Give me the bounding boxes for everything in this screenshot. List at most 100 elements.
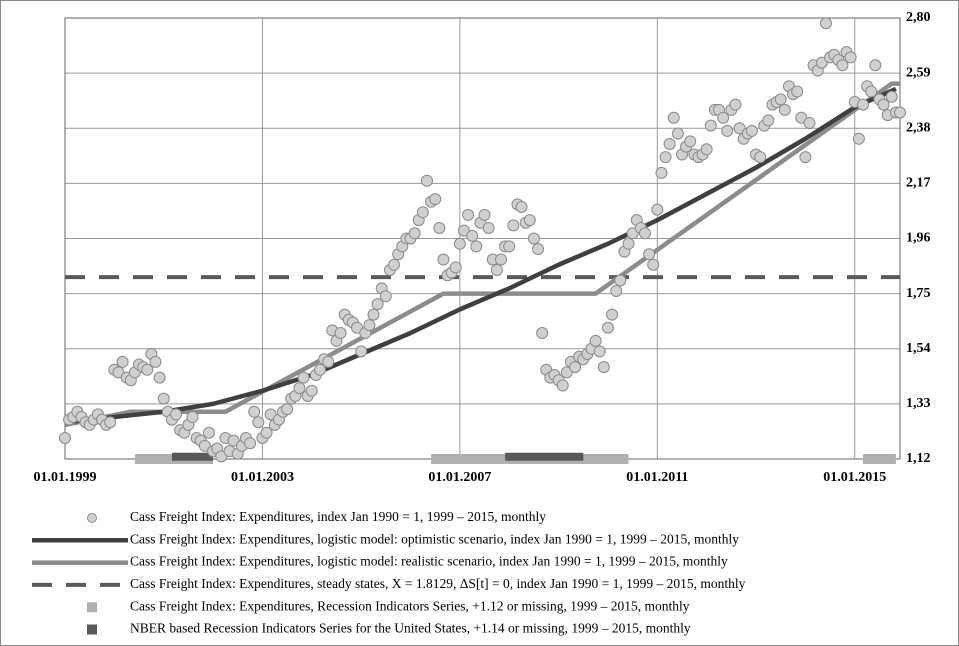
data-point bbox=[803, 117, 816, 129]
data-point bbox=[622, 237, 635, 250]
data-point bbox=[745, 124, 758, 137]
data-point bbox=[869, 59, 882, 72]
data-point bbox=[202, 426, 215, 439]
recession-bar bbox=[862, 454, 896, 464]
y-tick-label: 1,75 bbox=[906, 286, 931, 301]
legend-label: Cass Freight Index: Expenditures, logist… bbox=[130, 531, 739, 546]
y-tick-label: 2,59 bbox=[906, 65, 931, 80]
data-point bbox=[429, 193, 442, 206]
legend-marker bbox=[87, 602, 97, 613]
x-tick-label: 01.01.2015 bbox=[823, 470, 886, 485]
data-point bbox=[819, 17, 832, 30]
data-point bbox=[865, 85, 878, 98]
data-point bbox=[778, 103, 791, 116]
data-point bbox=[490, 264, 503, 276]
data-point bbox=[704, 119, 717, 132]
data-point bbox=[157, 392, 170, 405]
data-point bbox=[527, 232, 540, 245]
data-point bbox=[844, 51, 857, 64]
data-point bbox=[877, 98, 890, 111]
legend-marker bbox=[87, 624, 97, 635]
data-point bbox=[663, 138, 676, 150]
legend-label: Cass Freight Index: Expenditures, steady… bbox=[130, 576, 746, 591]
data-point bbox=[141, 363, 154, 376]
data-point bbox=[433, 222, 446, 234]
data-point bbox=[293, 382, 306, 395]
data-point bbox=[367, 308, 380, 321]
y-tick-label: 2,17 bbox=[906, 176, 931, 191]
data-point bbox=[700, 143, 713, 156]
data-point bbox=[614, 274, 627, 287]
data-point bbox=[659, 151, 672, 164]
data-point bbox=[248, 405, 261, 418]
data-point bbox=[260, 426, 273, 439]
data-point bbox=[638, 227, 651, 240]
data-point bbox=[536, 327, 549, 339]
data-point bbox=[449, 261, 462, 274]
data-point bbox=[314, 363, 327, 376]
data-point bbox=[297, 371, 310, 384]
data-point bbox=[655, 166, 668, 179]
data-point bbox=[836, 59, 849, 72]
data-point bbox=[116, 355, 129, 368]
data-point bbox=[420, 174, 433, 187]
x-tick-label: 01.01.2003 bbox=[231, 470, 294, 485]
data-point bbox=[503, 240, 516, 253]
data-point bbox=[453, 237, 466, 250]
data-point bbox=[606, 308, 619, 321]
data-point bbox=[305, 384, 318, 397]
data-point bbox=[589, 334, 602, 347]
data-point bbox=[671, 127, 684, 140]
data-point bbox=[651, 203, 664, 216]
data-point bbox=[149, 355, 162, 368]
data-point bbox=[532, 243, 545, 255]
data-point bbox=[523, 214, 536, 227]
data-point bbox=[379, 290, 392, 303]
data-point bbox=[244, 437, 257, 450]
legend-label: Cass Freight Index: Expenditures, Recess… bbox=[130, 598, 690, 613]
y-tick-label: 2,38 bbox=[906, 120, 931, 135]
data-point bbox=[281, 403, 294, 416]
data-point bbox=[791, 85, 804, 98]
data-point bbox=[754, 151, 767, 164]
data-point bbox=[478, 208, 491, 221]
data-point bbox=[322, 355, 335, 368]
data-point bbox=[799, 151, 812, 164]
data-point bbox=[371, 298, 384, 311]
x-tick-label: 01.01.2007 bbox=[428, 470, 491, 485]
recession-bar bbox=[171, 452, 214, 461]
data-point bbox=[647, 258, 660, 271]
data-point bbox=[774, 93, 787, 106]
data-point bbox=[495, 253, 508, 266]
data-point bbox=[515, 201, 528, 213]
data-point bbox=[470, 240, 483, 253]
y-tick-label: 1,54 bbox=[906, 341, 931, 356]
legend-label: NBER based Recession Indicators Series f… bbox=[130, 621, 691, 636]
y-tick-label: 2,80 bbox=[906, 10, 931, 25]
legend-label: Cass Freight Index: Expenditures, logist… bbox=[130, 554, 728, 569]
data-point bbox=[252, 416, 265, 429]
recession-bar bbox=[505, 452, 584, 461]
x-tick-label: 01.01.2011 bbox=[626, 470, 688, 485]
data-point bbox=[153, 371, 166, 384]
data-point bbox=[729, 98, 742, 111]
data-point bbox=[408, 227, 421, 240]
data-point bbox=[186, 411, 199, 423]
data-point bbox=[717, 111, 730, 124]
data-point bbox=[593, 345, 606, 358]
data-point bbox=[462, 208, 475, 221]
model-line bbox=[64, 86, 897, 425]
data-point bbox=[507, 219, 520, 232]
data-point bbox=[643, 248, 656, 261]
data-point bbox=[482, 222, 495, 234]
data-point bbox=[388, 258, 401, 271]
data-point bbox=[569, 361, 582, 374]
data-point bbox=[556, 379, 569, 392]
legend-label: Cass Freight Index: Expenditures, index … bbox=[130, 509, 546, 524]
data-point bbox=[762, 114, 775, 127]
data-point bbox=[416, 206, 429, 219]
data-point bbox=[894, 106, 906, 119]
